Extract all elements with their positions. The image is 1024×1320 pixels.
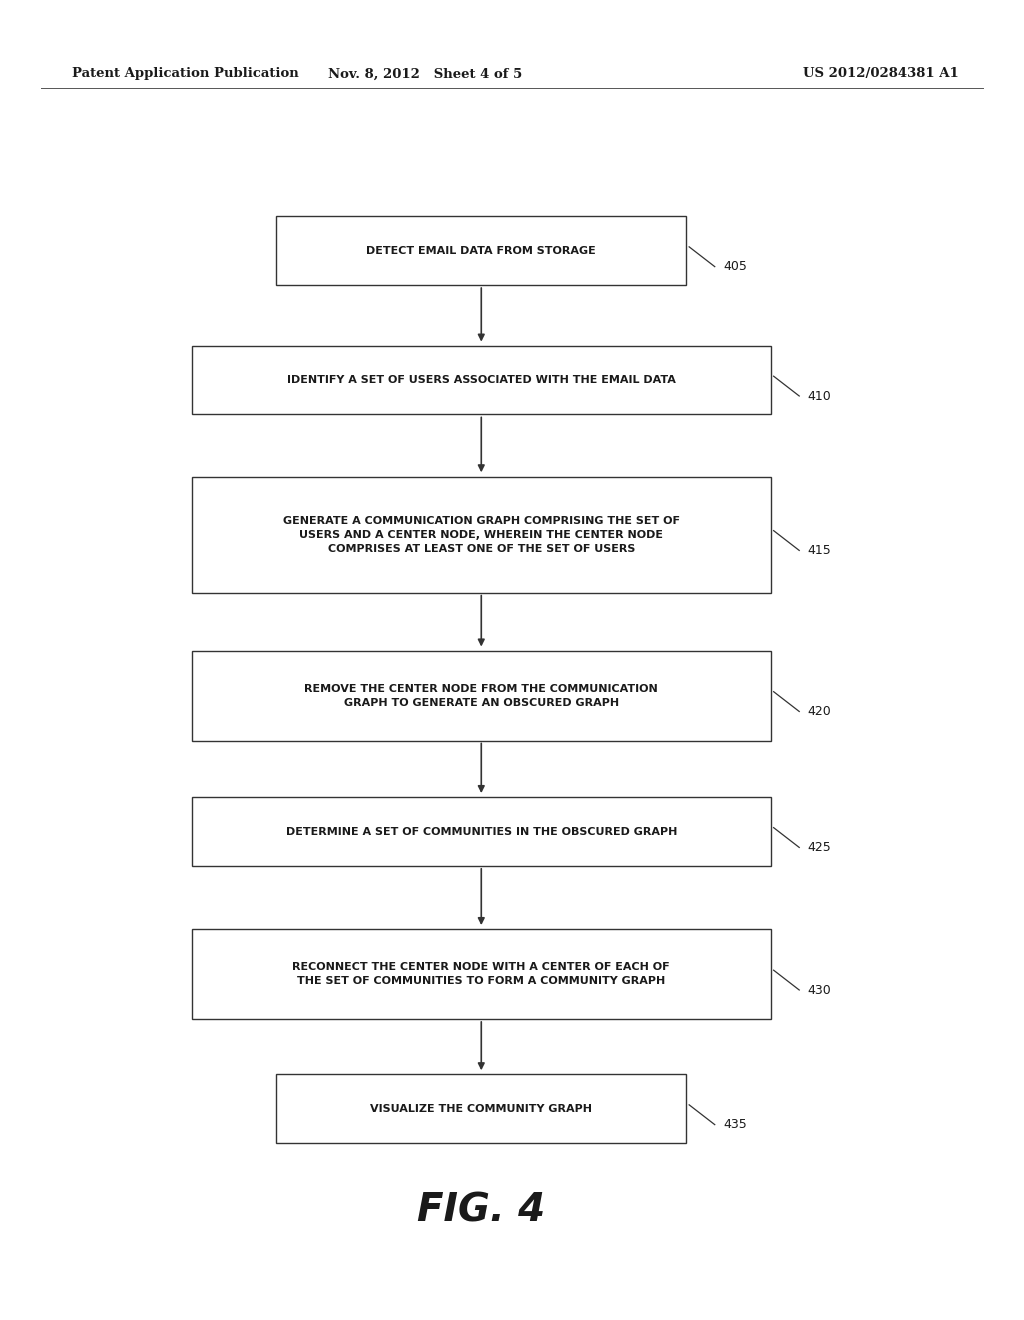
Bar bbox=[193, 346, 770, 414]
Text: 405: 405 bbox=[723, 260, 746, 273]
Text: Patent Application Publication: Patent Application Publication bbox=[72, 67, 298, 81]
Text: VISUALIZE THE COMMUNITY GRAPH: VISUALIZE THE COMMUNITY GRAPH bbox=[371, 1104, 592, 1114]
Text: 430: 430 bbox=[807, 983, 831, 997]
Text: GENERATE A COMMUNICATION GRAPH COMPRISING THE SET OF
USERS AND A CENTER NODE, WH: GENERATE A COMMUNICATION GRAPH COMPRISIN… bbox=[283, 516, 680, 553]
Bar bbox=[193, 929, 770, 1019]
Text: REMOVE THE CENTER NODE FROM THE COMMUNICATION
GRAPH TO GENERATE AN OBSCURED GRAP: REMOVE THE CENTER NODE FROM THE COMMUNIC… bbox=[304, 684, 658, 708]
Text: US 2012/0284381 A1: US 2012/0284381 A1 bbox=[803, 67, 958, 81]
Text: 410: 410 bbox=[807, 389, 831, 403]
Text: 425: 425 bbox=[807, 841, 831, 854]
Text: 420: 420 bbox=[807, 705, 831, 718]
Bar bbox=[193, 477, 770, 593]
Text: FIG. 4: FIG. 4 bbox=[417, 1192, 546, 1229]
Bar bbox=[276, 216, 686, 285]
Bar bbox=[193, 797, 770, 866]
Bar bbox=[276, 1074, 686, 1143]
Text: IDENTIFY A SET OF USERS ASSOCIATED WITH THE EMAIL DATA: IDENTIFY A SET OF USERS ASSOCIATED WITH … bbox=[287, 375, 676, 385]
Text: DETECT EMAIL DATA FROM STORAGE: DETECT EMAIL DATA FROM STORAGE bbox=[367, 246, 596, 256]
Bar bbox=[193, 651, 770, 741]
Text: 415: 415 bbox=[807, 544, 831, 557]
Text: DETERMINE A SET OF COMMUNITIES IN THE OBSCURED GRAPH: DETERMINE A SET OF COMMUNITIES IN THE OB… bbox=[286, 826, 677, 837]
Text: RECONNECT THE CENTER NODE WITH A CENTER OF EACH OF
THE SET OF COMMUNITIES TO FOR: RECONNECT THE CENTER NODE WITH A CENTER … bbox=[293, 962, 670, 986]
Text: 435: 435 bbox=[723, 1118, 746, 1131]
Text: Nov. 8, 2012   Sheet 4 of 5: Nov. 8, 2012 Sheet 4 of 5 bbox=[328, 67, 522, 81]
